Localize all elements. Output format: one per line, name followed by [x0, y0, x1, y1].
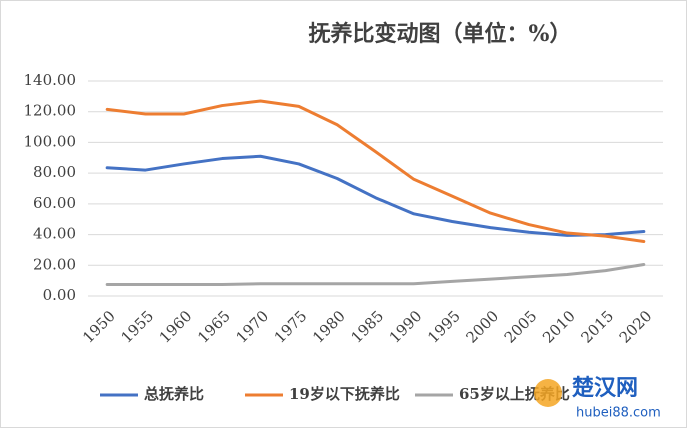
y-tick-label: 20.00: [33, 255, 76, 273]
series-line: [105, 263, 646, 286]
y-tick-label: 140.00: [24, 71, 77, 89]
y-tick-label: 120.00: [24, 102, 77, 120]
watermark-url: hubei88.com: [576, 406, 661, 421]
legend-label: 19岁以下抚养比: [289, 385, 400, 403]
y-tick-label: 60.00: [33, 194, 76, 212]
y-tick-label: 40.00: [33, 225, 76, 243]
series-line: [105, 154, 646, 237]
y-tick-label: 0.00: [43, 286, 76, 304]
chart-title: 抚养比变动图（单位：%）: [309, 21, 572, 47]
legend-label: 总抚养比: [144, 385, 204, 403]
watermark-name: 楚汉网: [572, 375, 638, 401]
y-tick-label: 80.00: [33, 163, 76, 181]
watermark-logo: [534, 379, 562, 407]
y-tick-label: 100.00: [24, 132, 77, 150]
series-line: [105, 99, 646, 243]
